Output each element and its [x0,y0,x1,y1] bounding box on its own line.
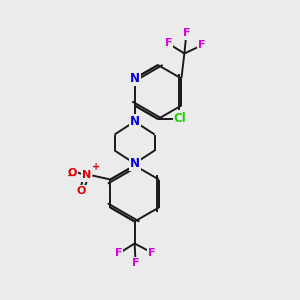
Text: N: N [82,170,91,181]
Text: F: F [165,38,172,49]
Text: F: F [132,259,140,269]
Text: N: N [130,72,140,85]
Text: +: + [92,163,101,172]
Text: N: N [130,157,140,170]
Text: N: N [130,115,140,128]
Text: −: − [66,170,76,181]
Text: F: F [183,28,190,38]
Text: F: F [198,40,205,50]
Text: Cl: Cl [174,112,186,125]
Text: O: O [77,187,86,196]
Text: O: O [68,167,77,178]
Text: F: F [115,248,122,259]
Text: F: F [148,248,155,257]
